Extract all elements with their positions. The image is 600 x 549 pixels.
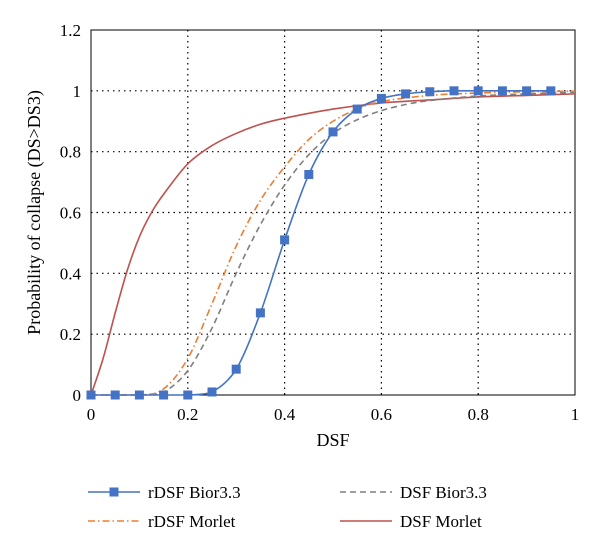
data-point-marker [328,127,338,137]
legend-label: DSF Morlet [400,512,482,531]
y-tick-label: 0.4 [60,264,82,283]
data-point-marker [159,390,169,400]
data-point-marker [546,86,556,96]
plot-frame [90,29,576,396]
series-line-rdsf-morlet [90,90,576,396]
legend-item: DSF Morlet [340,512,482,531]
tick-labels: 0 0.2 0.4 0.6 0.8 1 0 0.2 0.4 0.6 0.8 1 1.2 [60,21,580,424]
data-point-marker [401,89,411,99]
y-tick-label: 1.2 [60,21,81,40]
y-tick-label: 0.2 [60,325,81,344]
data-point-marker [449,86,459,96]
y-tick-label: 0.8 [60,143,81,162]
data-point-marker [231,364,241,374]
y-tick-label: 0.6 [60,204,81,223]
data-point-marker [183,390,193,400]
legend-item: DSF Bior3.3 [340,483,487,502]
series-layer [86,86,576,400]
legend-item: rDSF Morlet [88,512,236,531]
series-line-dsf-bior3-3 [90,91,576,396]
data-point-marker [522,86,532,96]
data-point-marker [376,93,386,103]
legend-label: rDSF Morlet [148,512,236,531]
legend-label: rDSF Bior3.3 [148,483,241,502]
data-point-marker [425,87,435,97]
x-tick-label: 0.6 [371,405,392,424]
x-tick-label: 0.4 [274,405,296,424]
y-axis-title: Probability of collapse (DS>DS3) [24,90,45,335]
legend-item: rDSF Bior3.3 [88,483,241,502]
data-point-marker [280,235,290,245]
data-point-marker [207,387,217,397]
x-tick-label: 1 [571,405,580,424]
x-tick-label: 0.8 [468,405,489,424]
legend-label: DSF Bior3.3 [400,483,487,502]
x-tick-label: 0.2 [177,405,198,424]
data-point-marker [86,390,96,400]
x-axis-title: DSF [316,430,349,450]
data-point-marker [255,308,265,318]
y-tick-label: 0 [73,386,82,405]
legend: rDSF Bior3.3 DSF Bior3.3 rDSF Morlet DSF Mo… [88,483,487,531]
x-tick-label: 0 [87,405,96,424]
data-point-marker [110,390,120,400]
legend-marker [109,487,119,497]
data-point-marker [497,86,507,96]
data-point-marker [473,86,483,96]
y-tick-label: 1 [73,82,82,101]
data-point-marker [134,390,144,400]
data-point-marker [304,169,314,179]
data-point-marker [352,104,362,114]
